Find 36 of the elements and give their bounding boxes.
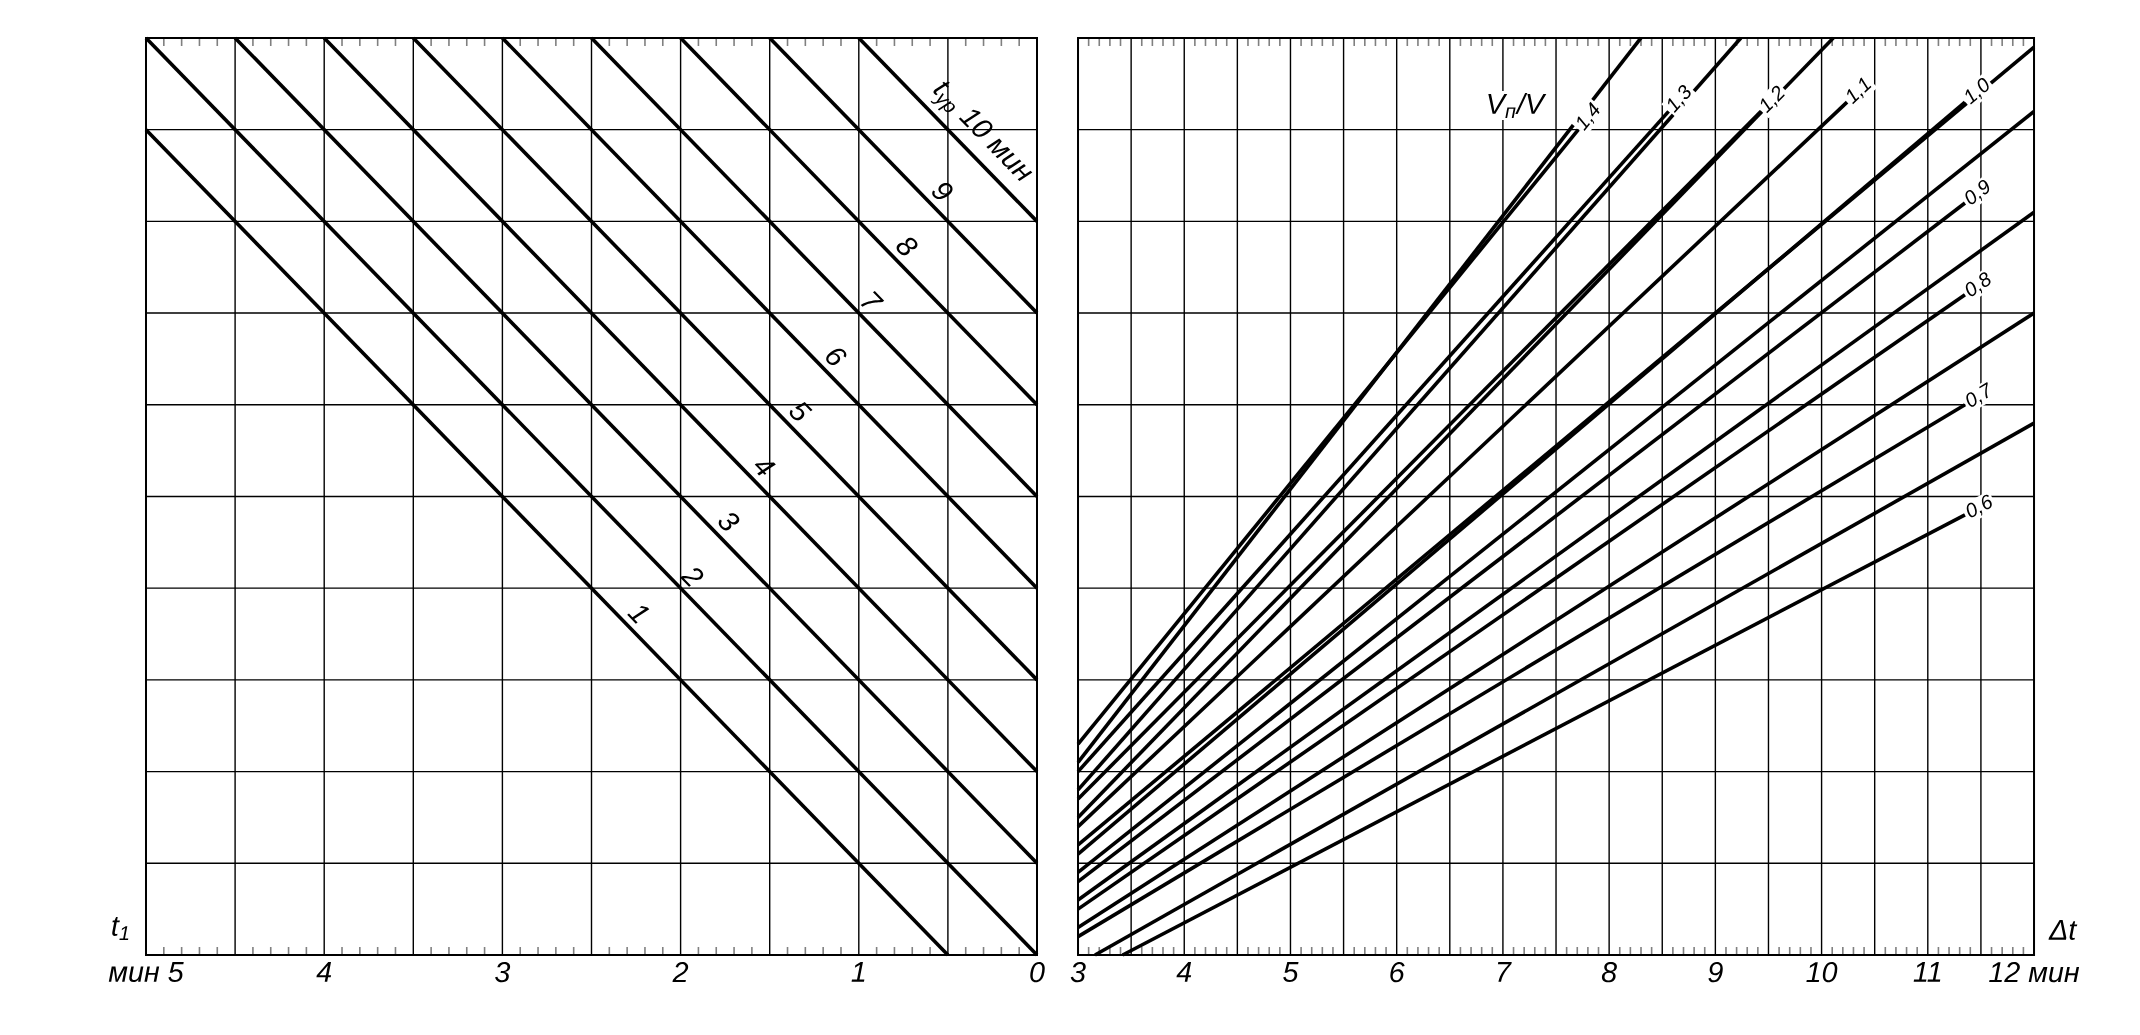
x-axis-title: t$_{1}$ bbox=[112, 917, 129, 940]
text: 8 bbox=[896, 237, 918, 256]
x-tick-label: 10 bbox=[1806, 962, 1838, 983]
x-tick-label: 9 bbox=[1708, 962, 1723, 983]
text: 1 bbox=[627, 605, 650, 624]
x-tick-label: 4 bbox=[1176, 962, 1192, 982]
text: 0,9 bbox=[1965, 180, 1990, 205]
x-tick-label: 7 bbox=[1497, 962, 1512, 982]
text: 0,6 bbox=[1966, 494, 1992, 518]
text: 3 bbox=[718, 513, 740, 531]
text: 0,8 bbox=[1965, 272, 1991, 297]
x-tick-label: 3 bbox=[1070, 962, 1086, 983]
text: 1,2 bbox=[1760, 85, 1785, 114]
text: 1,3 bbox=[1667, 84, 1691, 113]
text: 1,4 bbox=[1577, 101, 1600, 131]
x-tick-label: 2 bbox=[672, 962, 689, 983]
x-tick-label: 4 bbox=[316, 962, 332, 982]
text: 2 bbox=[680, 568, 704, 587]
x-tick-label: 8 bbox=[1601, 962, 1617, 983]
x-axis-title: Δt bbox=[2048, 919, 2078, 940]
text: 7 bbox=[860, 291, 885, 307]
x-tick-label: 5 bbox=[1283, 962, 1299, 983]
x-tick-label: 11 bbox=[1913, 962, 1941, 982]
text: 0,7 bbox=[1966, 382, 1988, 407]
annotation: V$_{п}$/V bbox=[1488, 93, 1547, 119]
x-tick-label: 6 bbox=[1390, 962, 1405, 983]
text: 6 bbox=[826, 348, 847, 365]
text: 1,1 bbox=[1847, 77, 1872, 105]
text: 1,0 bbox=[1965, 78, 1989, 105]
x-tick-label: 0 bbox=[1030, 962, 1045, 983]
x-tick-label: 1 bbox=[851, 962, 865, 982]
x-tick-label: мин 5 bbox=[108, 962, 184, 983]
text: 9 bbox=[932, 182, 953, 200]
text: t$_{ур}$ 10 мин bbox=[930, 81, 1033, 182]
x-tick-label: 12 мин bbox=[1989, 962, 2080, 983]
x-tick-label: 3 bbox=[495, 962, 511, 983]
